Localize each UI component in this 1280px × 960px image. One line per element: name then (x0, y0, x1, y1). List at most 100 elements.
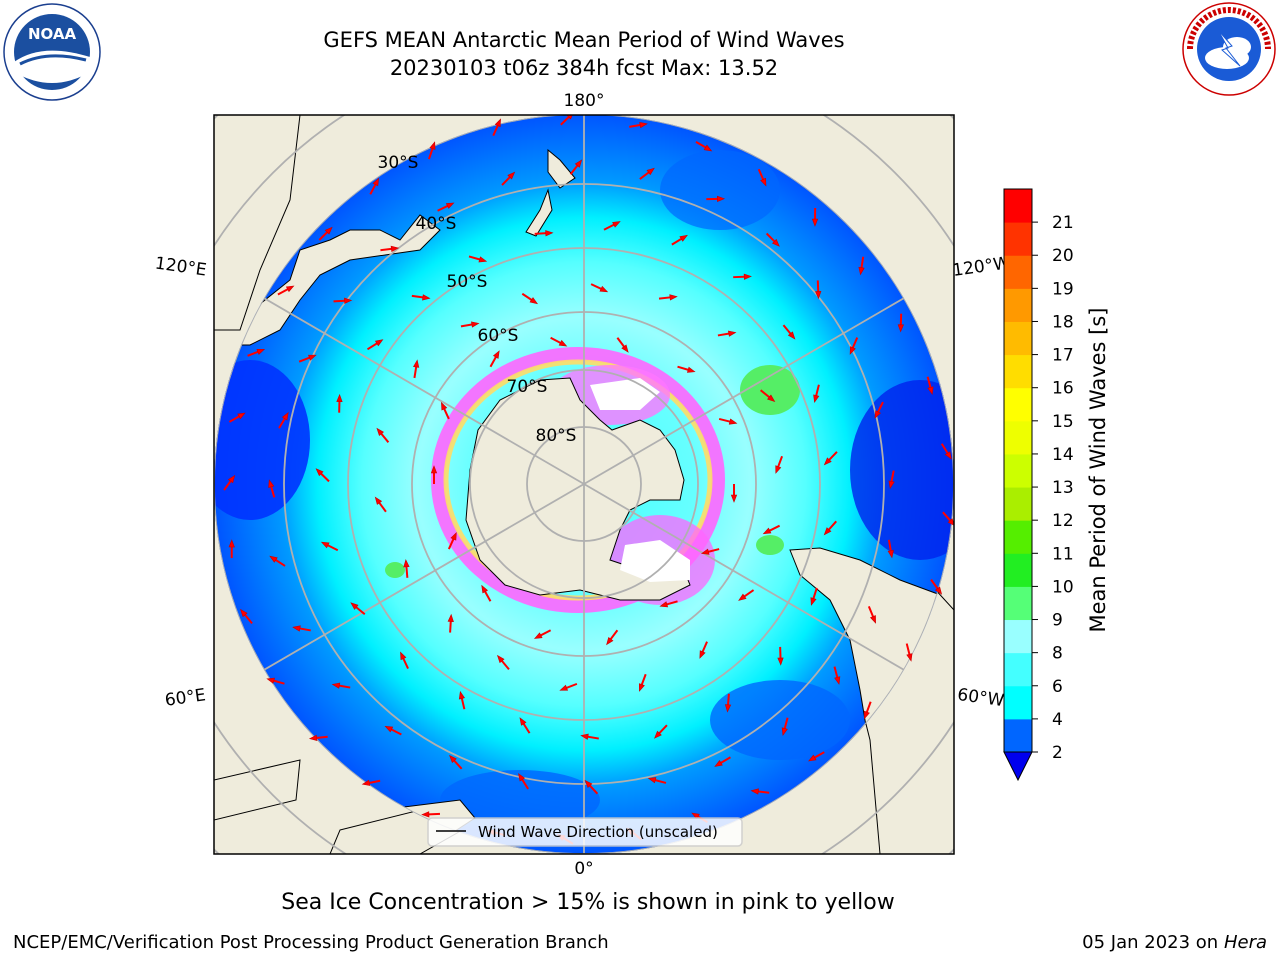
wind-arrow-head (227, 474, 236, 484)
colorbar-tick-label: 6 (1052, 677, 1063, 697)
wind-arrow-head (361, 779, 371, 786)
wind-arrow-head (331, 682, 341, 689)
lat-label-30s: 30°S (378, 153, 419, 173)
wind-arrow-head (787, 331, 796, 340)
wind-arrow-head (927, 386, 934, 395)
wind-arrow-head (716, 195, 726, 203)
wind-arrow-head (308, 354, 317, 361)
wind-arrow-head (285, 285, 295, 293)
legend-label: Wind Wave Direction (unscaled) (478, 823, 718, 841)
wind-arrow-head (944, 451, 952, 460)
colorbar-segment (1004, 354, 1032, 389)
wind-arrow-head (775, 465, 782, 474)
wind-arrow-head (887, 549, 894, 559)
map-frame (213, 114, 955, 855)
colorbar-segment (1004, 255, 1032, 289)
footer-date: 05 Jan 2023 on Hera (1082, 932, 1267, 953)
wind-arrow-head (292, 625, 301, 632)
wind-arrow-head (724, 704, 732, 713)
colorbar-tick-label: 18 (1052, 312, 1074, 332)
wind-arrow-head (496, 654, 505, 664)
map-subtitle-run: 20230103 t06z 384h fcst Max: 13.52 (389, 56, 779, 80)
wind-arrow-head (699, 650, 706, 659)
wind-arrow-head (906, 653, 913, 662)
wind-arrow-head (492, 350, 500, 359)
colorbar-tick-label: 12 (1052, 511, 1074, 531)
colorbar-tick-label: 8 (1052, 644, 1063, 664)
wind-arrow-head (545, 230, 554, 237)
wind-arrow-head (810, 597, 817, 606)
wind-arrow-head (639, 121, 648, 129)
wind-arrow-head (807, 754, 817, 762)
sea-ice-note: Sea Ice Concentration > 15% is shown in … (281, 890, 895, 915)
wind-arrow-head (344, 297, 353, 304)
wind-arrow-head (777, 657, 784, 666)
wind-arrow-head (281, 411, 289, 421)
wind-arrow-head (374, 339, 384, 347)
colorbar-segment (1004, 586, 1032, 621)
colorbar-tick-label: 4 (1052, 710, 1063, 730)
wind-arrow-head (599, 285, 609, 293)
colorbar-segment (1004, 453, 1032, 488)
weddell-ice-shelf (620, 540, 690, 582)
colorbar-tick-label: 21 (1052, 213, 1074, 233)
lat-label-40s: 40°S (416, 214, 457, 234)
footer-date-text: 05 Jan 2023 on (1082, 932, 1219, 953)
colorbar-segment (1004, 619, 1032, 654)
wind-arrow-head (584, 779, 593, 788)
wind-arrow-head (869, 615, 876, 624)
colorbar-segment (1004, 387, 1032, 422)
green-patch-east (740, 365, 800, 415)
wind-arrow-head (529, 297, 539, 305)
lon-label-60e: 60°E (164, 685, 207, 710)
wind-arrow-head (621, 344, 629, 353)
colorbar-segment (1004, 520, 1032, 554)
colorbar-segment (1004, 321, 1032, 356)
wind-arrow-head (372, 177, 380, 187)
lon-label-180: 180° (564, 91, 605, 111)
wind-arrow-head (834, 676, 841, 685)
map-area: 30°S 40°S 50°S 60°S 70°S 80°S Wind Wave … (214, 115, 954, 854)
wind-arrow-head (266, 677, 275, 684)
new-zealand (547, 148, 576, 189)
wind-arrow-head (700, 548, 710, 555)
map-title: GEFS MEAN Antarctic Mean Period of Wind … (323, 28, 845, 52)
wind-arrow-head (767, 394, 776, 403)
wind-arrow-head (308, 734, 318, 742)
wind-arrow-head (533, 632, 543, 639)
nws-logo (1180, 0, 1278, 102)
colorbar-segment (1004, 685, 1032, 720)
wind-arrow-head (481, 584, 489, 594)
map-legend: Wind Wave Direction (unscaled) (427, 817, 743, 847)
colorbar-tick-label: 17 (1052, 346, 1074, 366)
colorbar-segment (1004, 553, 1032, 587)
colorbar-tick-label: 13 (1052, 478, 1074, 498)
wind-arrow-head (558, 339, 568, 347)
wind-arrow-head (823, 527, 832, 536)
footer-machine: Hera (1223, 932, 1267, 953)
wind-arrow-head (714, 760, 723, 767)
wind-arrow-head (449, 754, 457, 763)
wind-arrow-head (429, 141, 436, 150)
wind-arrow-head (384, 725, 394, 733)
lat-label-80s: 80°S (536, 426, 577, 446)
wind-arrow-head (450, 531, 457, 541)
colorbar-tick-label: 19 (1052, 279, 1074, 299)
wind-arrow-head (934, 586, 943, 595)
wind-arrow-head (653, 730, 662, 739)
colorbar-tick-label: 15 (1052, 412, 1074, 432)
lon-label-120w: 120°W (951, 253, 1011, 281)
wind-arrow-head (781, 727, 788, 736)
wind-arrow-head (376, 427, 384, 437)
wind-arrow-head (728, 418, 738, 425)
wind-arrow-head (669, 294, 678, 301)
wind-arrow-head (228, 539, 235, 548)
wind-wave-arrows (223, 115, 954, 845)
colorbar-segment (1004, 288, 1032, 322)
wind-arrow-head (750, 788, 759, 795)
wind-arrow-head (858, 266, 865, 276)
wind-arrow-head (823, 457, 832, 466)
wind-arrow-head (374, 496, 383, 505)
colorbar-segment (1004, 487, 1032, 521)
